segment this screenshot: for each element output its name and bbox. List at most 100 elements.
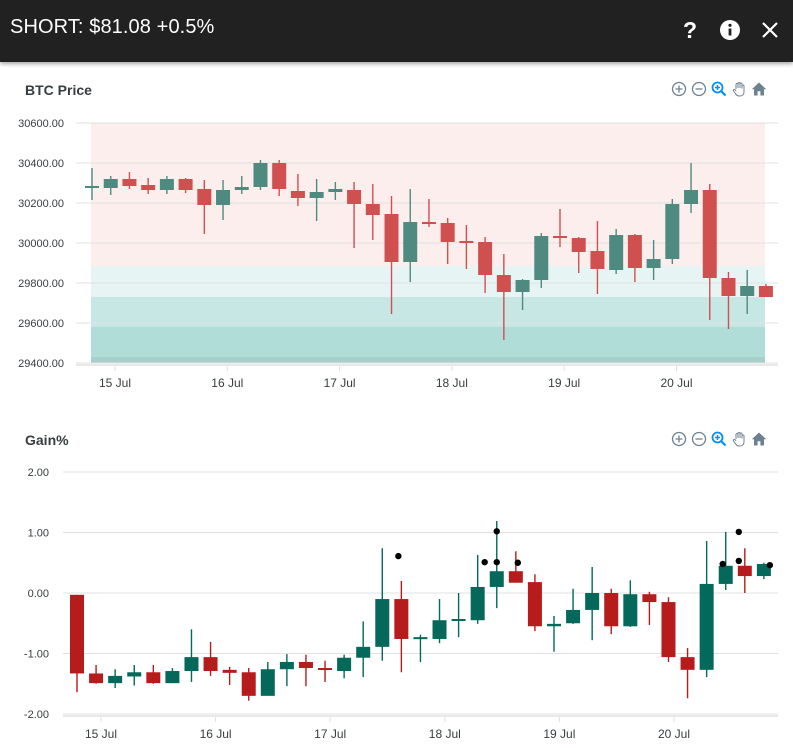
trade-marker-dot[interactable] bbox=[514, 559, 522, 566]
trade-marker-dot[interactable] bbox=[735, 557, 742, 565]
candle-down[interactable] bbox=[571, 237, 586, 273]
candle-up[interactable] bbox=[609, 229, 624, 274]
candle-up[interactable] bbox=[585, 566, 600, 641]
candle-up[interactable] bbox=[108, 669, 123, 688]
candle-up[interactable] bbox=[328, 182, 343, 200]
candle-down[interactable] bbox=[527, 574, 542, 632]
candle-up[interactable] bbox=[623, 580, 638, 627]
trade-marker-dot[interactable] bbox=[493, 558, 500, 566]
candle-up[interactable] bbox=[85, 168, 99, 200]
candle-down[interactable] bbox=[604, 588, 619, 635]
selection-zoom-button[interactable] bbox=[711, 431, 727, 447]
candle-down[interactable] bbox=[318, 660, 333, 682]
candle-down[interactable] bbox=[627, 234, 642, 282]
candle-up[interactable] bbox=[260, 661, 275, 696]
reset-zoom-button[interactable] bbox=[751, 81, 767, 97]
candle-down[interactable] bbox=[758, 284, 773, 297]
candle-down[interactable] bbox=[178, 178, 193, 193]
candle-up[interactable] bbox=[470, 554, 485, 624]
candle-up[interactable] bbox=[515, 279, 530, 310]
candle-up[interactable] bbox=[684, 163, 699, 213]
candle-down[interactable] bbox=[203, 642, 218, 676]
candle-up[interactable] bbox=[279, 654, 294, 687]
reset-zoom-button[interactable] bbox=[751, 431, 767, 447]
candle-up[interactable] bbox=[413, 634, 428, 662]
candle-down[interactable] bbox=[122, 172, 137, 189]
candle-up[interactable] bbox=[451, 593, 466, 638]
candle-up[interactable] bbox=[184, 629, 199, 682]
candle-up[interactable] bbox=[699, 540, 714, 678]
candle-up[interactable] bbox=[159, 176, 174, 194]
candle-up[interactable] bbox=[646, 240, 661, 280]
candle-down[interactable] bbox=[680, 648, 695, 699]
gain-percent-candlestick-chart[interactable]: 2.00 1.00 0.00 -1.00 -2.00 15 Jul 16 Jul 17 Jul… bbox=[0, 412, 793, 748]
candle-down[interactable] bbox=[146, 664, 161, 684]
pan-button[interactable] bbox=[731, 431, 747, 447]
candle-down[interactable] bbox=[590, 221, 605, 294]
trade-marker-dot[interactable] bbox=[481, 558, 488, 566]
candle-up[interactable] bbox=[547, 615, 561, 652]
candle-down[interactable] bbox=[70, 594, 84, 693]
candle-down[interactable] bbox=[421, 199, 436, 227]
candle-down[interactable] bbox=[553, 209, 567, 247]
candle-down[interactable] bbox=[478, 237, 493, 293]
trade-marker-dot[interactable] bbox=[395, 552, 402, 560]
candle-up[interactable] bbox=[234, 176, 249, 194]
candle-down[interactable] bbox=[197, 180, 212, 234]
candle-down[interactable] bbox=[721, 272, 736, 329]
candle-down[interactable] bbox=[394, 580, 409, 673]
candle-up[interactable] bbox=[165, 668, 180, 684]
candle-up[interactable] bbox=[534, 233, 549, 288]
reset-home-icon bbox=[751, 82, 767, 96]
candle-down[interactable] bbox=[290, 174, 305, 206]
candle-up[interactable] bbox=[216, 180, 231, 220]
candle-up[interactable] bbox=[309, 179, 324, 221]
candle-down[interactable] bbox=[737, 548, 752, 593]
candle-down[interactable] bbox=[141, 178, 156, 194]
btc-price-candlestick-chart[interactable]: 30600.00 30400.00 30200.00 30000.00 29800.00… bbox=[0, 62, 793, 402]
candle-down[interactable] bbox=[508, 551, 523, 583]
candle-down[interactable] bbox=[384, 196, 399, 314]
candle-down[interactable] bbox=[440, 218, 455, 264]
candle-up[interactable] bbox=[432, 599, 447, 644]
zoom-out-button[interactable] bbox=[691, 81, 707, 97]
candle-down[interactable] bbox=[661, 597, 676, 662]
candle-down[interactable] bbox=[298, 654, 313, 687]
candle-down[interactable] bbox=[241, 668, 256, 701]
trade-marker-dot[interactable] bbox=[493, 528, 500, 535]
candle-up[interactable] bbox=[356, 621, 371, 678]
candle-up[interactable] bbox=[337, 654, 352, 679]
candle-up[interactable] bbox=[103, 176, 118, 195]
trade-marker-dot[interactable] bbox=[735, 528, 742, 536]
candle-down[interactable] bbox=[222, 666, 237, 685]
zoom-in-icon bbox=[671, 81, 687, 97]
candle-up[interactable] bbox=[253, 160, 268, 190]
candle-down[interactable] bbox=[496, 254, 511, 340]
pan-button[interactable] bbox=[731, 81, 747, 97]
candle-down[interactable] bbox=[89, 664, 104, 684]
x-axis-label: 18 Jul bbox=[436, 376, 468, 390]
candle-up[interactable] bbox=[740, 270, 755, 314]
zoom-in-button[interactable] bbox=[671, 81, 687, 97]
selection-zoom-button[interactable] bbox=[711, 81, 727, 97]
candle-down[interactable] bbox=[272, 160, 287, 196]
trade-marker-dot[interactable] bbox=[719, 560, 726, 568]
close-button[interactable] bbox=[754, 14, 786, 46]
help-button[interactable]: ? bbox=[674, 14, 706, 46]
candle-up[interactable] bbox=[665, 199, 680, 264]
zoom-in-button[interactable] bbox=[671, 431, 687, 447]
zoom-out-button[interactable] bbox=[691, 431, 707, 447]
candle-up[interactable] bbox=[403, 189, 418, 282]
candle-down[interactable] bbox=[702, 184, 717, 320]
candle-up[interactable] bbox=[566, 588, 581, 624]
candle-up[interactable] bbox=[718, 531, 733, 590]
trade-marker-dot[interactable] bbox=[766, 561, 774, 569]
candle-down[interactable] bbox=[459, 225, 474, 269]
candle-up[interactable] bbox=[375, 548, 390, 661]
price-zone-band bbox=[91, 123, 765, 266]
candle-down[interactable] bbox=[347, 182, 362, 248]
candle-up[interactable] bbox=[127, 664, 142, 686]
candle-down[interactable] bbox=[642, 591, 657, 626]
info-button[interactable] bbox=[714, 14, 746, 46]
candle-down[interactable] bbox=[365, 184, 380, 240]
